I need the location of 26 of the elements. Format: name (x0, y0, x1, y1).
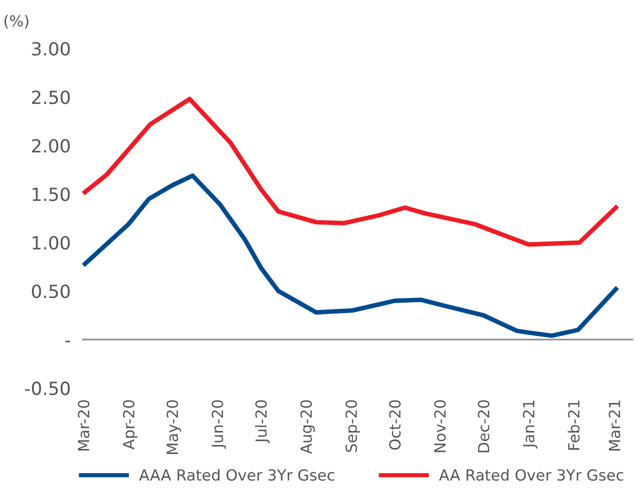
x-tick-label: Sep-20 (345, 400, 360, 452)
x-tick-label: Nov-20 (434, 400, 446, 452)
y-tick-label: 3.00 (32, 42, 70, 56)
y-tick-label: 1.00 (32, 236, 70, 250)
y-axis-title: (%) (4, 14, 28, 29)
x-tick-label: Dec-20 (478, 400, 490, 452)
legend-label: AA Rated Over 3Yr Gsec (439, 468, 624, 481)
x-tick-label: Jun-20 (212, 400, 226, 449)
x-tick-label: Mar-20 (78, 400, 90, 450)
x-tick-label: Jan-21 (522, 400, 538, 448)
x-tick-label: Mar-21 (608, 400, 620, 450)
y-tick-label: 2.50 (32, 90, 70, 104)
y-tick-label: 1.50 (32, 188, 70, 202)
y-tick-label: 0.50 (32, 284, 70, 298)
x-tick-label: Oct-20 (389, 400, 401, 450)
x-tick-label: May-20 (166, 400, 182, 454)
x-tick-label: Feb-21 (568, 400, 580, 450)
line-series (82, 173, 618, 338)
y-tick-label: -0.50 (25, 382, 70, 396)
x-tick-label: Jul-20 (255, 400, 270, 444)
line-series (82, 96, 618, 247)
x-tick-label: Aug-20 (300, 400, 315, 454)
y-tick-label: - (65, 340, 70, 342)
legend-label: AAA Rated Over 3Yr Gsec (139, 468, 334, 481)
x-tick-label: Apr-20 (122, 400, 138, 450)
y-tick-label: 2.00 (32, 138, 70, 153)
